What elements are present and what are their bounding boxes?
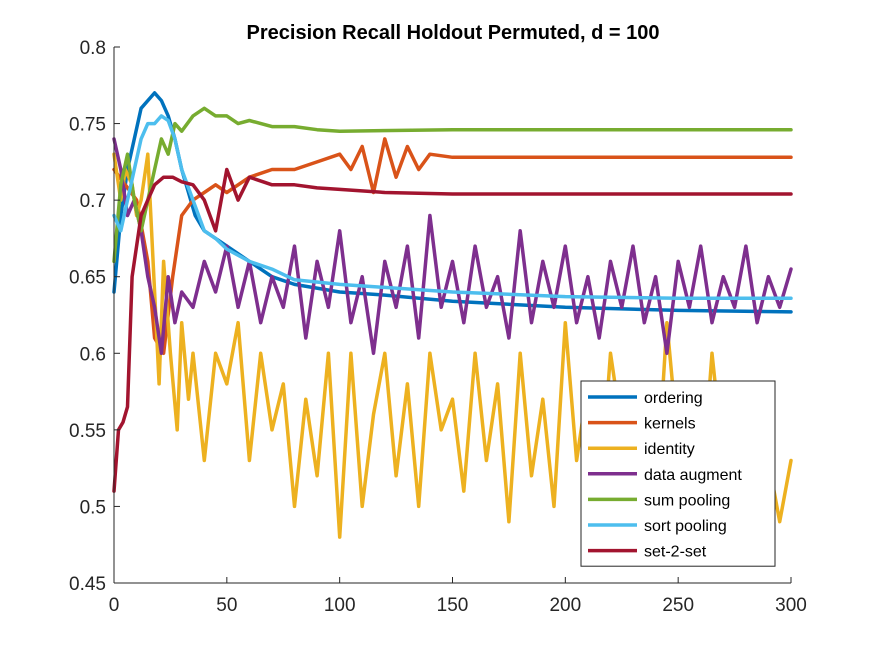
legend-label: ordering [644,390,703,407]
chart-title: Precision Recall Holdout Permuted, d = 1… [247,22,660,44]
x-tick-label: 300 [775,595,807,616]
series-line-identity [112,152,793,539]
series-line-ordering [112,91,793,314]
series-line-sum-pooling [112,106,793,264]
legend-label: data augment [644,467,742,484]
y-tick-label: 0.7 [80,191,106,212]
legend-label: sum pooling [644,492,730,509]
x-tick-label: 0 [109,595,120,616]
series-line-set-2-set [112,167,793,493]
series-line-data-augment [112,137,793,356]
x-tick-label: 200 [549,595,581,616]
axes-layer: 0 50 100 150 200 250 300 0.45 0.5 0.55 0.6 0.65 0.7 0… [69,38,807,616]
legend-label: identity [644,441,695,458]
legend-label: kernels [644,416,696,433]
y-tick-label: 0.75 [69,115,106,136]
legend-label: set-2-set [644,544,707,561]
legend: ordering kernels identity data augment sum p… [580,380,776,567]
x-tick-label: 100 [324,595,356,616]
series-line-sort-pooling [112,114,793,300]
y-tick-label: 0.55 [69,421,106,442]
y-tick-label: 0.45 [69,574,106,595]
x-tick-label: 250 [662,595,694,616]
y-tick-label: 0.5 [80,497,106,518]
y-tick-label: 0.65 [69,268,106,289]
legend-label: sort pooling [644,518,727,535]
x-tick-label: 50 [216,595,237,616]
y-tick-label: 0.6 [80,344,106,365]
series-layer [112,91,793,539]
x-tick-label: 150 [437,595,469,616]
y-tick-label: 0.8 [80,38,106,59]
